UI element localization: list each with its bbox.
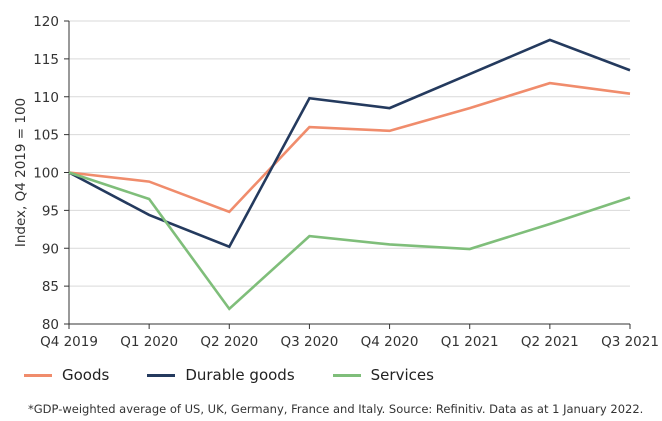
x-tick-label: Q3 2020 [280, 334, 338, 350]
y-tick-label: 90 [42, 241, 59, 257]
legend-item-goods: Goods [24, 366, 109, 384]
series-line-services [68, 171, 631, 311]
x-tick-label: Q1 2021 [441, 334, 499, 350]
y-tick-label: 80 [42, 317, 59, 333]
legend-swatch-durable-goods [147, 373, 176, 377]
y-tick-label: 95 [42, 203, 59, 219]
x-tick-label: Q4 2019 [40, 334, 98, 350]
series-line-goods [68, 81, 631, 214]
y-tick-label: 105 [33, 128, 59, 144]
legend-item-durable-goods: Durable goods [147, 366, 295, 384]
legend-item-services: Services [332, 366, 434, 384]
legend-label-services: Services [370, 366, 434, 384]
y-axis-title: Index, Q4 2019 = 100 [13, 98, 29, 247]
x-tick-label: Q2 2021 [521, 334, 579, 350]
y-tick-label: 120 [33, 14, 59, 30]
x-tick-label: Q2 2020 [200, 334, 258, 350]
x-tick-label: Q4 2020 [361, 334, 419, 350]
legend-swatch-services [332, 373, 361, 377]
y-tick-label: 115 [33, 52, 59, 68]
legend-label-durable-goods: Durable goods [185, 366, 295, 384]
x-tick-label: Q3 2021 [601, 334, 659, 350]
chart-legend: Goods Durable goods Services [24, 366, 472, 384]
y-tick-label: 85 [42, 279, 59, 295]
chart-footnote: *GDP-weighted average of US, UK, Germany… [28, 402, 644, 416]
legend-swatch-goods [24, 373, 52, 377]
legend-label-goods: Goods [62, 366, 110, 384]
x-tick-label: Q1 2020 [120, 334, 178, 350]
y-tick-label: 110 [33, 90, 59, 106]
series-line-durable-goods [68, 38, 631, 249]
y-tick-label: 100 [33, 166, 59, 182]
line-chart: 80 85 90 95 100 105 110 115 120 Q4 2019 Q1 2020 Q2 … [13, 14, 659, 350]
